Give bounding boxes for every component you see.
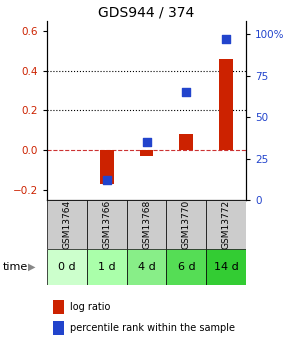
Text: GSM13764: GSM13764: [62, 200, 71, 249]
Bar: [127, 200, 166, 249]
Bar: [166, 249, 206, 285]
Bar: [87, 249, 127, 285]
Text: 6 d: 6 d: [178, 262, 195, 272]
Bar: [166, 200, 206, 249]
Bar: [219, 59, 233, 150]
Point: [144, 139, 149, 145]
Text: GSM13770: GSM13770: [182, 200, 191, 249]
Bar: [127, 249, 166, 285]
Point: [224, 37, 229, 42]
Text: log ratio: log ratio: [70, 302, 111, 312]
Point: [184, 90, 189, 95]
Text: percentile rank within the sample: percentile rank within the sample: [70, 323, 235, 333]
Text: 1 d: 1 d: [98, 262, 115, 272]
Point: [104, 177, 109, 183]
Bar: [47, 200, 87, 249]
Bar: [179, 134, 193, 150]
Bar: [139, 150, 154, 156]
Bar: [100, 150, 114, 184]
Bar: [87, 200, 127, 249]
Text: 0 d: 0 d: [58, 262, 76, 272]
Text: GSM13766: GSM13766: [102, 200, 111, 249]
Text: ▶: ▶: [28, 262, 35, 272]
Text: GSM13772: GSM13772: [222, 200, 231, 249]
Bar: [47, 249, 87, 285]
Bar: [206, 200, 246, 249]
Text: 4 d: 4 d: [138, 262, 155, 272]
Text: 14 d: 14 d: [214, 262, 239, 272]
Title: GDS944 / 374: GDS944 / 374: [98, 6, 195, 20]
Text: GSM13768: GSM13768: [142, 200, 151, 249]
Text: time: time: [3, 262, 28, 272]
Bar: [206, 249, 246, 285]
